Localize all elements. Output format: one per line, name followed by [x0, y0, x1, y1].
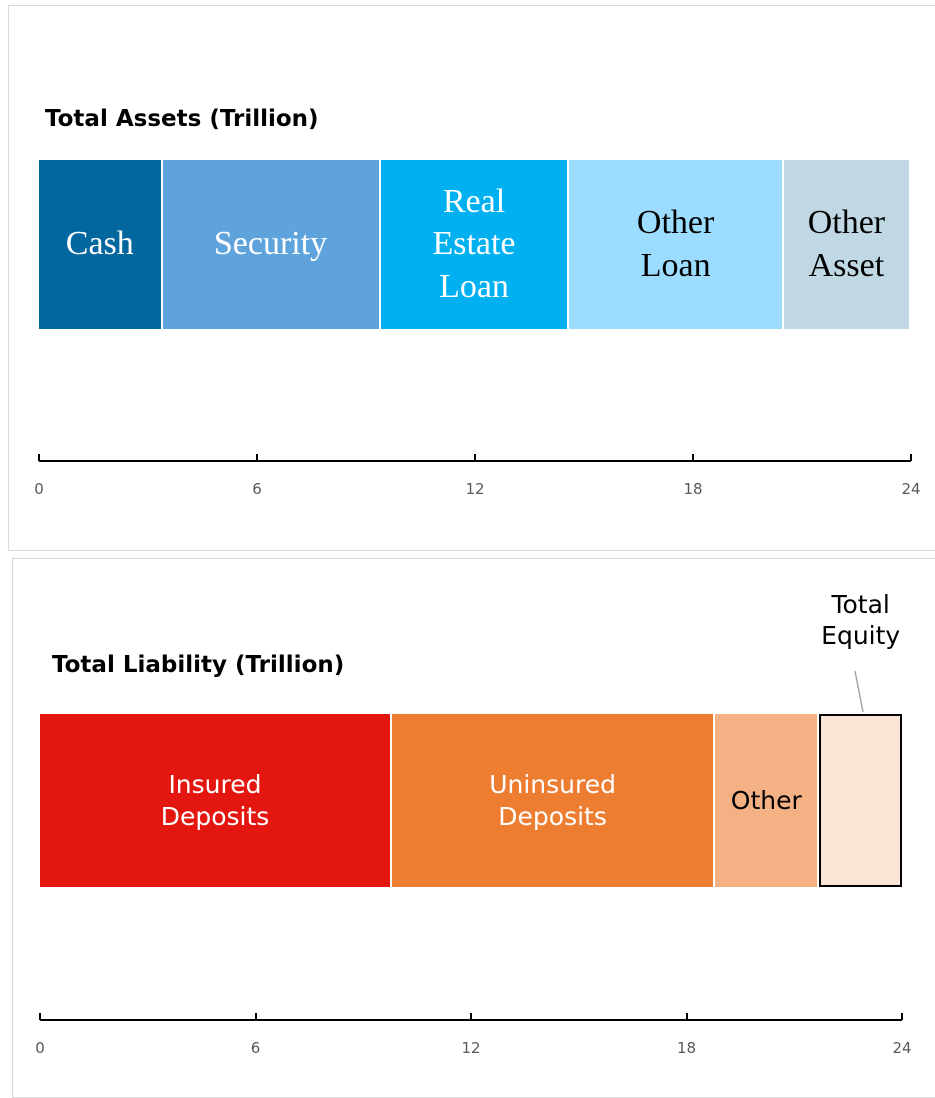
bar-segment: Other Loan [569, 160, 784, 329]
leader [853, 670, 864, 713]
x-tick-label: 24 [892, 1039, 912, 1057]
segment-label: Real Estate Loan [432, 182, 516, 305]
x-tick-label: 6 [252, 480, 262, 498]
tick-mark [256, 454, 258, 461]
chart-title: Total Liability (Trillion) [52, 652, 345, 678]
tick-mark [685, 1013, 688, 1020]
x-tick-label: 24 [901, 480, 921, 498]
tick-mark [39, 1013, 41, 1020]
x-tick-label: 12 [461, 1039, 481, 1057]
tick-mark [254, 1013, 257, 1020]
tick-mark [474, 454, 476, 461]
x-tick-label: 0 [34, 480, 44, 498]
bar-segment: Uninsured Deposits [391, 714, 716, 887]
segment-label: Total Equity [821, 590, 901, 651]
x-tick-label: 18 [683, 480, 703, 498]
x-tick-label: 18 [676, 1039, 697, 1057]
segment-label: Other [730, 785, 802, 815]
chart-title: Total Assets (Trillion) [45, 106, 319, 132]
segment-label: Insured Deposits [160, 770, 270, 831]
tick-mark [38, 454, 40, 461]
x-tick-label: 0 [35, 1039, 45, 1057]
segment-label: Other Asset [807, 204, 886, 284]
segment-label: Uninsured Deposits [489, 770, 616, 831]
bar-segment: Cash [39, 160, 163, 329]
segment-label: Other Loan [636, 204, 715, 284]
x-tick-label: 12 [465, 480, 485, 498]
x-tick-label: 6 [250, 1039, 261, 1057]
leader-line [853, 670, 864, 713]
bar-segment: Other [715, 714, 820, 887]
segment-label: Cash [65, 225, 134, 263]
x-axis [39, 460, 911, 462]
tick-mark [692, 454, 694, 461]
tick-mark [470, 1013, 472, 1020]
segment-label: Security [213, 225, 328, 263]
tick-mark [910, 454, 912, 461]
x-axis [40, 1019, 902, 1021]
tick-mark [901, 1013, 903, 1020]
bar-segment [819, 714, 902, 887]
bar-segment: Real Estate Loan [380, 160, 570, 329]
bar-segment: Insured Deposits [40, 714, 392, 887]
bar-segment: Other Asset [783, 160, 911, 329]
bar-segment: Security [162, 160, 381, 329]
